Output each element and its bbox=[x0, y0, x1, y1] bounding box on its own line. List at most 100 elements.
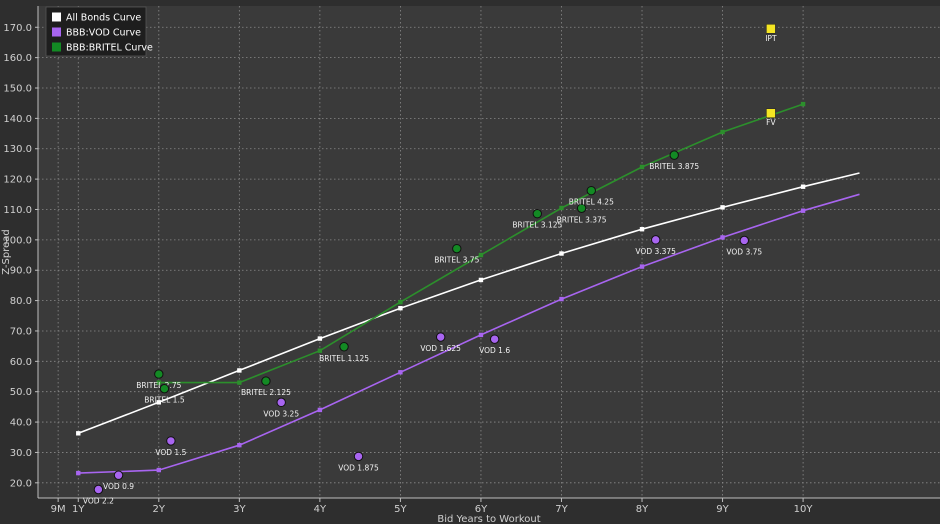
x-tick-label: 7Y bbox=[555, 504, 568, 515]
x-axis-title: Bid Years to Workout bbox=[437, 514, 540, 524]
highlight-points: IPT FV bbox=[765, 24, 777, 127]
curve-knot bbox=[317, 348, 323, 353]
curve-knot bbox=[317, 407, 323, 413]
bond-point: VOD 2.2 bbox=[83, 484, 114, 505]
plot-area bbox=[38, 6, 940, 498]
bond-point: VOD 1.625 bbox=[420, 332, 461, 353]
y-tick-label: 100.0 bbox=[3, 235, 32, 246]
x-tick-label: 9M bbox=[51, 504, 66, 515]
highlight-marker bbox=[766, 24, 776, 34]
curve-knot bbox=[720, 129, 725, 135]
curve-knot bbox=[559, 251, 564, 256]
bond-label: BRITEL 1.125 bbox=[319, 354, 369, 363]
curve-knot bbox=[720, 235, 725, 240]
axes: 20.0 30.0 40.0 50.0 60.0 70.0 80.0 90.0 100.0 110… bbox=[3, 6, 940, 515]
bond-point: BRITEL 3.875 bbox=[649, 150, 699, 171]
curve-knot bbox=[156, 467, 162, 473]
y-tick-label: 50.0 bbox=[10, 387, 32, 398]
y-tick-label: 80.0 bbox=[10, 296, 32, 307]
bond-label: VOD 1.6 bbox=[479, 346, 510, 355]
bond-label: BRITEL 3.75 bbox=[434, 256, 479, 265]
curve-knot bbox=[639, 264, 645, 269]
bond-point: VOD 1.6 bbox=[479, 334, 510, 355]
curve-knot bbox=[398, 305, 403, 311]
bond-label: VOD 3.25 bbox=[263, 409, 299, 418]
bond-marker bbox=[261, 376, 271, 386]
curve-knot bbox=[237, 368, 242, 373]
legend: All Bonds Curve BBB:VOD Curve BBB:BRITEL C… bbox=[45, 6, 153, 57]
bond-point: VOD 3.25 bbox=[263, 397, 299, 418]
curve-knot bbox=[559, 296, 564, 302]
bond-label: BRITEL 3.375 bbox=[557, 215, 607, 224]
y-tick-label: 60.0 bbox=[10, 357, 32, 368]
y-tick-label: 110.0 bbox=[3, 205, 32, 216]
curve-knot bbox=[720, 205, 725, 210]
x-tick-label: 6Y bbox=[475, 504, 488, 515]
bond-label: VOD 3.375 bbox=[635, 247, 676, 256]
curve-bbb-britel-curve bbox=[156, 101, 806, 385]
curve-knot bbox=[559, 205, 564, 211]
bond-point: BRITEL 2.125 bbox=[241, 376, 291, 397]
legend-entry-label: BBB:VOD Curve bbox=[66, 28, 141, 39]
bond-marker bbox=[159, 383, 170, 394]
bond-marker bbox=[435, 332, 446, 342]
bond-label: BRITEL 3.875 bbox=[649, 162, 699, 171]
bond-point: VOD 1.5 bbox=[155, 436, 187, 457]
bond-marker bbox=[93, 484, 104, 495]
bond-marker bbox=[489, 334, 500, 344]
bond-label: BRITEL 2.125 bbox=[241, 388, 291, 397]
bond-marker bbox=[166, 436, 176, 446]
y-tick-label: 140.0 bbox=[3, 114, 32, 125]
bond-label: VOD 1.875 bbox=[338, 463, 379, 472]
highlight-marker bbox=[766, 108, 776, 118]
y-tick-label: 70.0 bbox=[10, 326, 32, 337]
y-tick-label: 120.0 bbox=[3, 175, 32, 186]
highlight-label: IPT bbox=[765, 34, 777, 43]
curve-knot bbox=[478, 332, 484, 338]
bond-point: VOD 0.9 bbox=[103, 470, 134, 491]
curve-knot bbox=[800, 101, 806, 107]
curve-knot bbox=[398, 370, 403, 375]
x-tick-label: 8Y bbox=[636, 504, 649, 515]
legend-swatch bbox=[52, 27, 61, 37]
bond-marker bbox=[452, 243, 462, 254]
legend-box bbox=[45, 6, 147, 57]
bond-point: BRITEL 3.125 bbox=[512, 209, 563, 230]
bond-label: VOD 0.9 bbox=[103, 482, 134, 491]
bond-point: BRITEL 3.375 bbox=[557, 203, 607, 224]
bond-label: VOD 3.75 bbox=[726, 247, 762, 256]
curve-knot bbox=[237, 442, 242, 448]
x-tick-label: 5Y bbox=[394, 504, 407, 515]
y-tick-label: 130.0 bbox=[3, 144, 32, 155]
bond-marker bbox=[669, 150, 679, 160]
x-tick-label: 4Y bbox=[314, 504, 327, 515]
bond-marker bbox=[586, 185, 596, 196]
x-tick-label: 9Y bbox=[716, 504, 729, 515]
x-tick-label: 2Y bbox=[153, 504, 166, 515]
bond-marker bbox=[739, 235, 749, 246]
bond-point: BRITEL 1.125 bbox=[319, 342, 369, 363]
bond-marker bbox=[339, 342, 349, 352]
bond-point: BRITEL 4.25 bbox=[569, 185, 614, 207]
bond-point: BRITEL 2.75 bbox=[136, 369, 182, 390]
x-tick-label: 1Y bbox=[72, 504, 85, 515]
bond-label: VOD 1.625 bbox=[420, 344, 461, 353]
curve-knot bbox=[317, 336, 323, 341]
bond-point: BRITEL 1.5 bbox=[144, 383, 185, 405]
curve-knot bbox=[76, 431, 81, 436]
curves bbox=[76, 101, 860, 476]
bond-point: BRITEL 3.75 bbox=[434, 243, 480, 265]
curve-knot bbox=[639, 227, 645, 232]
highlight-fv: FV bbox=[766, 108, 776, 127]
y-tick-label: 20.0 bbox=[10, 478, 32, 489]
bond-marker bbox=[276, 397, 286, 408]
bond-point: VOD 1.875 bbox=[338, 451, 379, 472]
y-tick-label: 40.0 bbox=[10, 418, 32, 429]
bond-label: VOD 2.2 bbox=[83, 496, 114, 505]
x-tick-label: 3Y bbox=[233, 504, 246, 515]
y-tick-label: 90.0 bbox=[10, 266, 32, 277]
y-tick-label: 150.0 bbox=[3, 84, 32, 95]
bond-point: VOD 3.375 bbox=[635, 235, 676, 256]
